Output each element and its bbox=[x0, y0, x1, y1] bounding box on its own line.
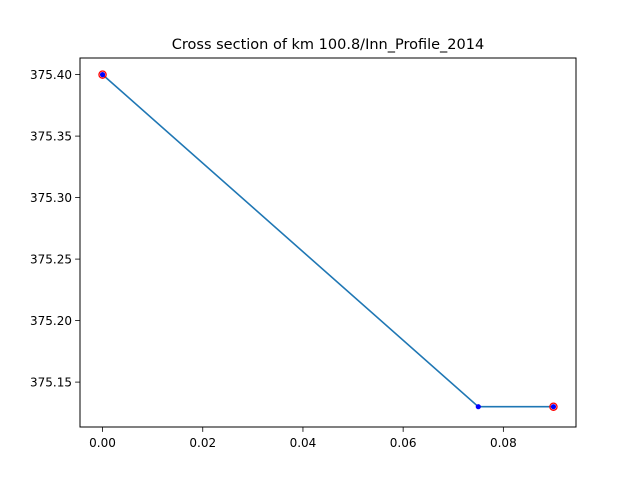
plot-layer bbox=[98, 70, 558, 411]
x-axis-ticks: 0.00 0.02 0.04 0.06 0.08 bbox=[89, 427, 517, 450]
x-tick-label: 0.02 bbox=[189, 436, 216, 450]
x-tick-label: 0.00 bbox=[89, 436, 116, 450]
data-point bbox=[99, 72, 106, 78]
y-axis-ticks: 375.15 375.20 375.25 375.30 375.35 375.40 bbox=[30, 68, 80, 390]
y-tick-label: 375.30 bbox=[30, 191, 72, 205]
y-tick-label: 375.35 bbox=[30, 130, 72, 144]
x-tick-label: 0.06 bbox=[390, 436, 417, 450]
y-tick-label: 375.15 bbox=[30, 376, 72, 390]
data-point bbox=[550, 404, 557, 410]
x-tick-label: 0.08 bbox=[490, 436, 517, 450]
highlight-point bbox=[98, 70, 107, 79]
data-point bbox=[475, 404, 481, 410]
x-tick-label: 0.04 bbox=[290, 436, 317, 450]
y-tick-label: 375.20 bbox=[30, 314, 72, 328]
plot-frame bbox=[79, 57, 577, 428]
y-tick-label: 375.25 bbox=[30, 253, 72, 267]
y-tick-label: 375.40 bbox=[30, 68, 72, 82]
chart-title: Cross section of km 100.8/Inn_Profile_20… bbox=[172, 37, 484, 53]
highlight-point bbox=[549, 402, 558, 411]
